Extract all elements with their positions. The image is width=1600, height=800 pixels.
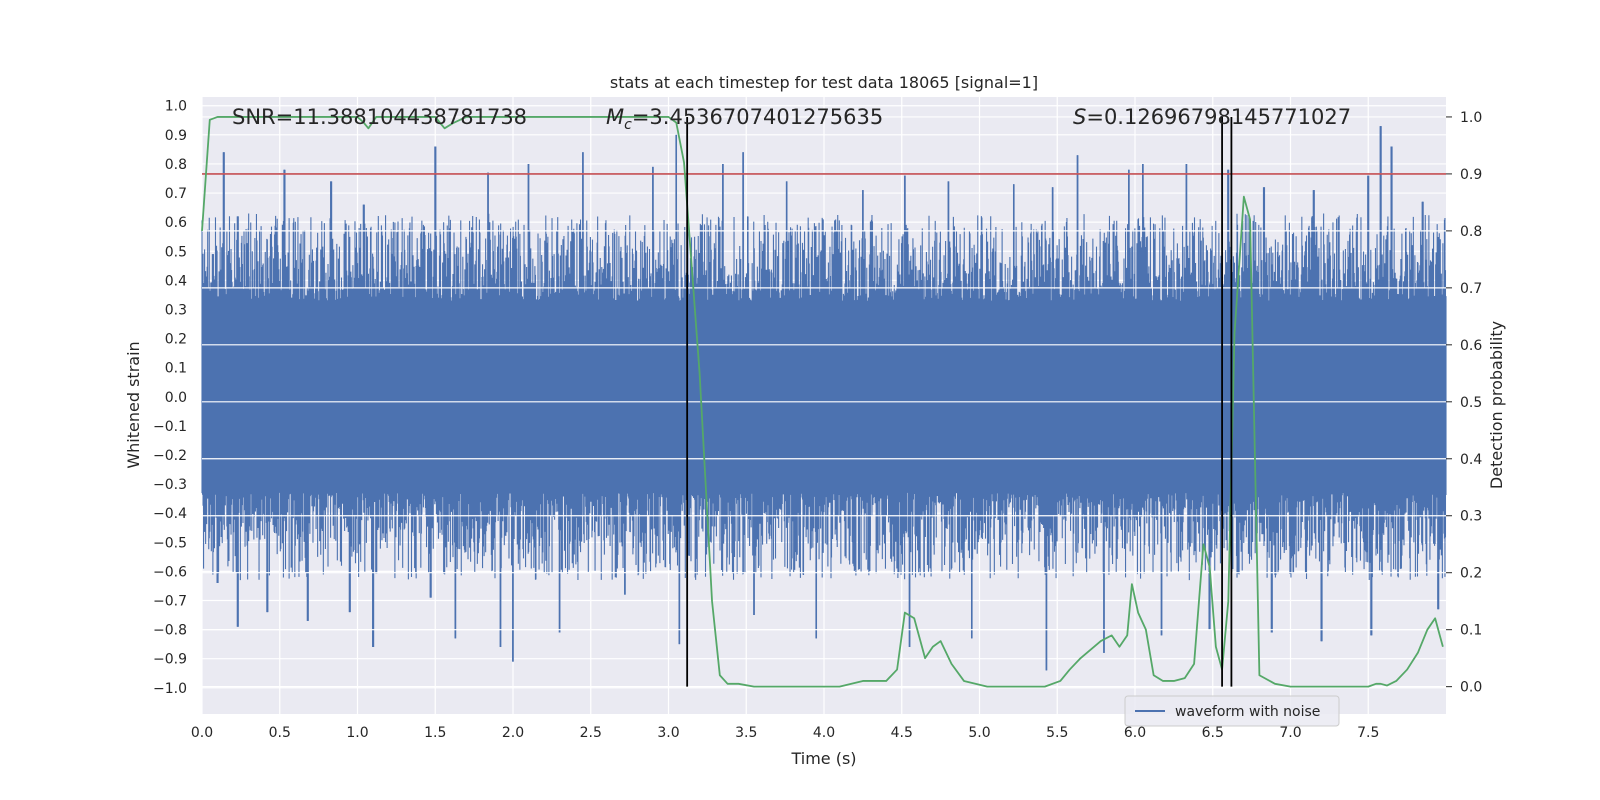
x-tick-label: 5.5 bbox=[1046, 725, 1068, 741]
y-left-tick-label: −0.9 bbox=[153, 652, 187, 668]
y-right-tick-label: 0.9 bbox=[1460, 167, 1482, 183]
y-left-tick-label: −0.2 bbox=[153, 448, 187, 464]
y-left-tick-label: 0.0 bbox=[165, 390, 187, 406]
x-tick-label: 6.5 bbox=[1202, 725, 1224, 741]
y-right-tick-label: 0.2 bbox=[1460, 566, 1482, 582]
y-right-tick-label: 1.0 bbox=[1460, 110, 1482, 126]
y-right-tick-label: 0.4 bbox=[1460, 452, 1482, 468]
y-right-tick-label: 0.5 bbox=[1460, 395, 1482, 411]
y-axis-label-right: Detection probability bbox=[1487, 321, 1506, 489]
y-left-tick-label: −0.3 bbox=[153, 477, 187, 493]
chart-title: stats at each timestep for test data 180… bbox=[610, 73, 1038, 92]
y-left-tick-label: 0.4 bbox=[165, 273, 187, 289]
y-left-tick-label: 0.3 bbox=[165, 302, 187, 318]
chirp-mass-value: =3.4536707401275635 bbox=[632, 105, 883, 129]
y-right-tick-label: 0.8 bbox=[1460, 224, 1482, 240]
chirp-mass-subscript: c bbox=[624, 117, 632, 133]
x-tick-label: 2.5 bbox=[580, 725, 602, 741]
y-left-tick-label: 0.1 bbox=[165, 361, 187, 377]
y-left-tick-label: −1.0 bbox=[153, 681, 187, 697]
s-annotation: S=0.12696798145771027 bbox=[1073, 105, 1351, 129]
x-tick-label: 0.0 bbox=[191, 725, 213, 741]
y-left-tick-label: −0.1 bbox=[153, 419, 187, 435]
y-right-tick-label: 0.6 bbox=[1460, 338, 1482, 354]
y-right-tick-label: 0.1 bbox=[1460, 623, 1482, 639]
x-tick-label: 3.0 bbox=[657, 725, 679, 741]
y-axis-label-left: Whitened strain bbox=[124, 341, 143, 468]
y-right-tick-label: 0.3 bbox=[1460, 509, 1482, 525]
x-tick-label: 1.0 bbox=[346, 725, 368, 741]
x-tick-label: 7.5 bbox=[1357, 725, 1379, 741]
x-tick-label: 7.0 bbox=[1279, 725, 1301, 741]
y-left-tick-label: 0.6 bbox=[165, 215, 187, 231]
y-right-tick-label: 0.0 bbox=[1460, 680, 1482, 696]
detection-probability-series bbox=[201, 116, 1446, 688]
legend-label-waveform: waveform with noise bbox=[1175, 704, 1320, 720]
x-tick-label: 4.0 bbox=[813, 725, 835, 741]
detection-probability-line bbox=[201, 116, 1444, 688]
y-right-tick-label: 0.7 bbox=[1460, 281, 1482, 297]
y-left-tick-label: −0.5 bbox=[153, 535, 187, 551]
x-tick-label: 2.0 bbox=[502, 725, 524, 741]
legend: waveform with noise bbox=[1124, 695, 1340, 727]
y-left-tick-label: −0.8 bbox=[153, 623, 187, 639]
legend-box bbox=[1124, 695, 1340, 727]
x-tick-label: 1.5 bbox=[424, 725, 446, 741]
y-left-tick-label: 0.7 bbox=[165, 186, 187, 202]
chirp-mass-symbol: M bbox=[606, 105, 624, 129]
s-value: =0.12696798145771027 bbox=[1086, 105, 1351, 129]
x-tick-label: 3.5 bbox=[735, 725, 757, 741]
snr-annotation: SNR=11.388104438781738 bbox=[232, 105, 527, 129]
y-left-tick-label: −0.7 bbox=[153, 593, 187, 609]
y-left-tick-label: −0.6 bbox=[153, 564, 187, 580]
y-left-tick-label: 0.9 bbox=[165, 128, 187, 144]
y-left-tick-label: 0.2 bbox=[165, 332, 187, 348]
y-left-tick-label: 0.5 bbox=[165, 244, 187, 260]
x-tick-label: 0.5 bbox=[269, 725, 291, 741]
s-symbol: S bbox=[1073, 105, 1086, 129]
vertical-marker-layer bbox=[686, 116, 1233, 687]
x-tick-label: 4.5 bbox=[891, 725, 913, 741]
tick-labels-layer: 0.0 0.5 1.0 1.5 2.0 2.5 3.0 3.5 4.0 4.5 5.0 5.5 6.0 6… bbox=[153, 99, 1482, 741]
x-axis-label: Time (s) bbox=[790, 749, 856, 768]
x-tick-label: 6.0 bbox=[1124, 725, 1146, 741]
y-left-tick-label: −0.4 bbox=[153, 506, 187, 522]
chirp-mass-annotation: Mc=3.4536707401275635 bbox=[606, 105, 883, 133]
x-tick-label: 5.0 bbox=[968, 725, 990, 741]
y-left-tick-label: 1.0 bbox=[165, 99, 187, 115]
y-left-tick-label: 0.8 bbox=[165, 157, 187, 173]
